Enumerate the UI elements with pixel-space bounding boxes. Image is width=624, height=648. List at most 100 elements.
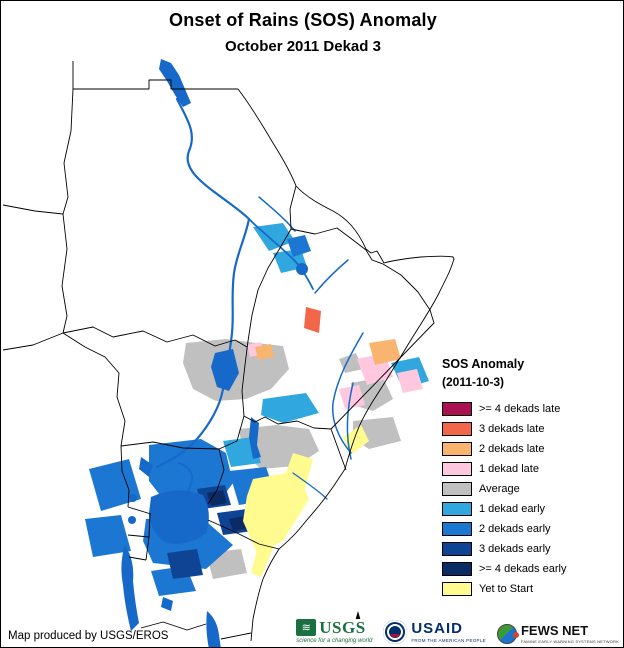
usgs-logo-text: USGS — [319, 618, 366, 637]
blue-nile-river — [248, 218, 314, 290]
legend-label: 2 dekads late — [479, 443, 545, 455]
legend-swatch — [442, 542, 472, 556]
country-border — [73, 79, 238, 90]
usgs-logo: ≋ USGS science for a changing world — [296, 619, 372, 644]
page-subtitle: October 2011 Dekad 3 — [225, 38, 381, 55]
region-3-dekads-early — [167, 549, 203, 579]
legend-swatch — [442, 582, 472, 596]
fewsnet-logo: FEWS NET FAMINE EARLY WARNING SYSTEMS NE… — [496, 623, 619, 644]
lake-kivu — [128, 516, 136, 524]
region-1-dekad-early — [253, 223, 295, 251]
country-border — [207, 519, 280, 550]
page-title: Onset of Rains (SOS) Anomaly — [169, 10, 437, 30]
legend-items: >= 4 dekads late 3 dekads late 2 dekads … — [442, 399, 622, 599]
legend-label: 1 dekad late — [479, 463, 539, 475]
region-1-dekad-late — [397, 369, 423, 393]
region-1-dekad-late — [339, 385, 365, 409]
usaid-logo: USAID FROM THE AMERICAN PEOPLE — [383, 620, 486, 644]
legend-item: 3 dekads early — [442, 539, 622, 559]
legend-item: Average — [442, 479, 622, 499]
usaid-logo-text: USAID — [411, 620, 463, 637]
legend-swatch — [442, 502, 472, 516]
country-border — [365, 249, 384, 265]
lake-turkana — [249, 417, 261, 459]
country-border — [289, 185, 297, 230]
country-border — [330, 428, 347, 471]
lake-nasser — [159, 59, 191, 107]
legend-label: Yet to Start — [479, 583, 534, 595]
lake-rukwa — [161, 597, 173, 611]
water-bodies — [121, 59, 308, 647]
legend-swatch — [442, 402, 472, 416]
country-border — [62, 332, 126, 447]
legend-item: >= 4 dekads late — [442, 399, 622, 419]
country-border — [128, 556, 147, 561]
legend: SOS Anomaly (2011-10-3) >= 4 dekads late… — [442, 357, 622, 599]
country-border — [127, 506, 152, 515]
fewsnet-tagline: FAMINE EARLY WARNING SYSTEMS NETWORK — [520, 639, 619, 644]
usaid-seal-icon — [383, 620, 408, 644]
country-border — [218, 415, 245, 450]
region-3-dekads-late — [304, 307, 321, 333]
legend-label: >= 4 dekads early — [479, 563, 567, 575]
region-2-dekads-late — [369, 339, 401, 365]
country-border — [220, 632, 252, 640]
country-border — [241, 228, 292, 417]
country-border — [2, 204, 64, 215]
sudd-wetland — [211, 349, 239, 391]
atbara-river — [258, 196, 296, 232]
lake-victoria — [149, 490, 209, 544]
usgs-tagline: science for a changing world — [296, 638, 373, 644]
logo-strip: ≋ USGS science for a changing world USAI… — [296, 619, 619, 644]
shabelle-river — [331, 332, 364, 454]
legend-item: >= 4 dekads early — [442, 559, 622, 579]
rivers — [155, 97, 364, 500]
legend-swatch — [442, 462, 472, 476]
lake-tanganyika — [121, 545, 139, 631]
victoria-nile-river — [178, 462, 193, 496]
country-border — [290, 227, 367, 251]
country-border — [207, 448, 225, 505]
lake-albert — [139, 457, 153, 477]
legend-subtitle: (2011-10-3) — [442, 375, 505, 389]
awash-river — [314, 259, 349, 294]
region-2-dekads-early — [85, 515, 131, 557]
region-2-dekads-early — [287, 235, 311, 257]
country-border — [127, 534, 150, 538]
tana-river — [292, 472, 328, 500]
country-border — [62, 326, 248, 348]
usaid-tagline: FROM THE AMERICAN PEOPLE — [411, 638, 486, 643]
lake-malawi — [206, 611, 221, 647]
legend-label: 2 dekads early — [479, 523, 551, 535]
country-border — [61, 88, 74, 334]
legend-label: >= 4 dekads late — [479, 403, 561, 415]
country-border — [120, 441, 220, 450]
legend-swatch — [442, 482, 472, 496]
legend-label: Average — [479, 483, 520, 495]
country-border — [2, 332, 64, 351]
country-borders — [2, 61, 455, 642]
anomaly-regions — [85, 223, 429, 596]
legend-item: 2 dekads early — [442, 519, 622, 539]
legend-label: 3 dekads early — [479, 543, 551, 555]
legend-item: 1 dekad early — [442, 499, 622, 519]
region-yet-to-start — [243, 471, 309, 553]
region-4-dekads-early — [229, 516, 247, 531]
fewsnet-logo-text: FEWS NET — [520, 623, 589, 638]
region-4-dekads-early — [207, 490, 227, 506]
country-border — [330, 263, 435, 430]
legend-item: 3 dekads late — [442, 419, 622, 439]
legend-item: Yet to Start — [442, 579, 622, 599]
region-1-dekad-early — [261, 393, 319, 423]
legend-swatch — [442, 562, 472, 576]
legend-swatch — [442, 422, 472, 436]
fewsnet-globe-icon — [496, 624, 519, 644]
legend-title: SOS Anomaly — [442, 357, 525, 371]
legend-item: 1 dekad late — [442, 459, 622, 479]
legend-item: 2 dekads late — [442, 439, 622, 459]
region-2-dekads-early — [89, 459, 141, 511]
country-border — [140, 621, 207, 631]
nile-river — [155, 97, 251, 469]
coastline — [237, 88, 455, 642]
